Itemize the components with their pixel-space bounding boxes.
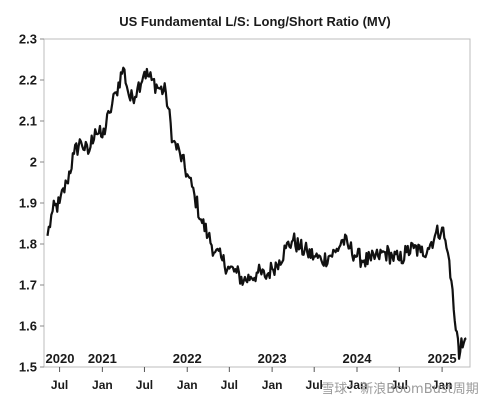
year-label: 2024: [343, 351, 373, 366]
year-label: 2025: [428, 351, 457, 366]
plot-frame: [43, 38, 471, 368]
y-axis: 1.5 1.6 1.7 1.8 1.9 2 2.1 2.2 2.3: [19, 32, 44, 375]
chart-title: US Fundamental L/S: Long/Short Ratio (MV…: [119, 14, 391, 29]
y-tick-label: 1.8: [19, 237, 37, 252]
year-label: 2021: [88, 351, 117, 366]
month-label: Jul: [306, 378, 323, 392]
month-label: Jan: [92, 378, 113, 392]
year-label: 2022: [173, 351, 202, 366]
month-label: Jul: [391, 378, 408, 392]
watermark-text: 雪球：新浪BoomBust周期: [321, 381, 479, 397]
y-tick-label: 2.3: [19, 32, 37, 47]
month-label: Jul: [136, 378, 153, 392]
month-label: Jul: [221, 378, 238, 392]
month-label: Jan: [262, 378, 283, 392]
month-label: Jul: [51, 378, 68, 392]
year-label: 2020: [46, 351, 75, 366]
y-tick-label: 1.7: [19, 278, 37, 293]
y-tick-label: 1.9: [19, 196, 37, 211]
y-tick-label: 2: [30, 155, 37, 170]
y-tick-label: 2.2: [19, 73, 37, 88]
y-tick-label: 1.6: [19, 319, 37, 334]
month-label: Jan: [432, 378, 453, 392]
y-tick-label: 1.5: [19, 360, 37, 375]
year-label: 2023: [258, 351, 287, 366]
month-label: Jan: [177, 378, 198, 392]
plot-area: [46, 66, 467, 360]
month-label: Jan: [347, 378, 368, 392]
series-line: [46, 66, 467, 360]
x-axis: 2020 2021 2022 2023 2024 2025 Jul Jan Jul Jan Jul J…: [46, 351, 457, 392]
y-tick-label: 2.1: [19, 114, 37, 129]
